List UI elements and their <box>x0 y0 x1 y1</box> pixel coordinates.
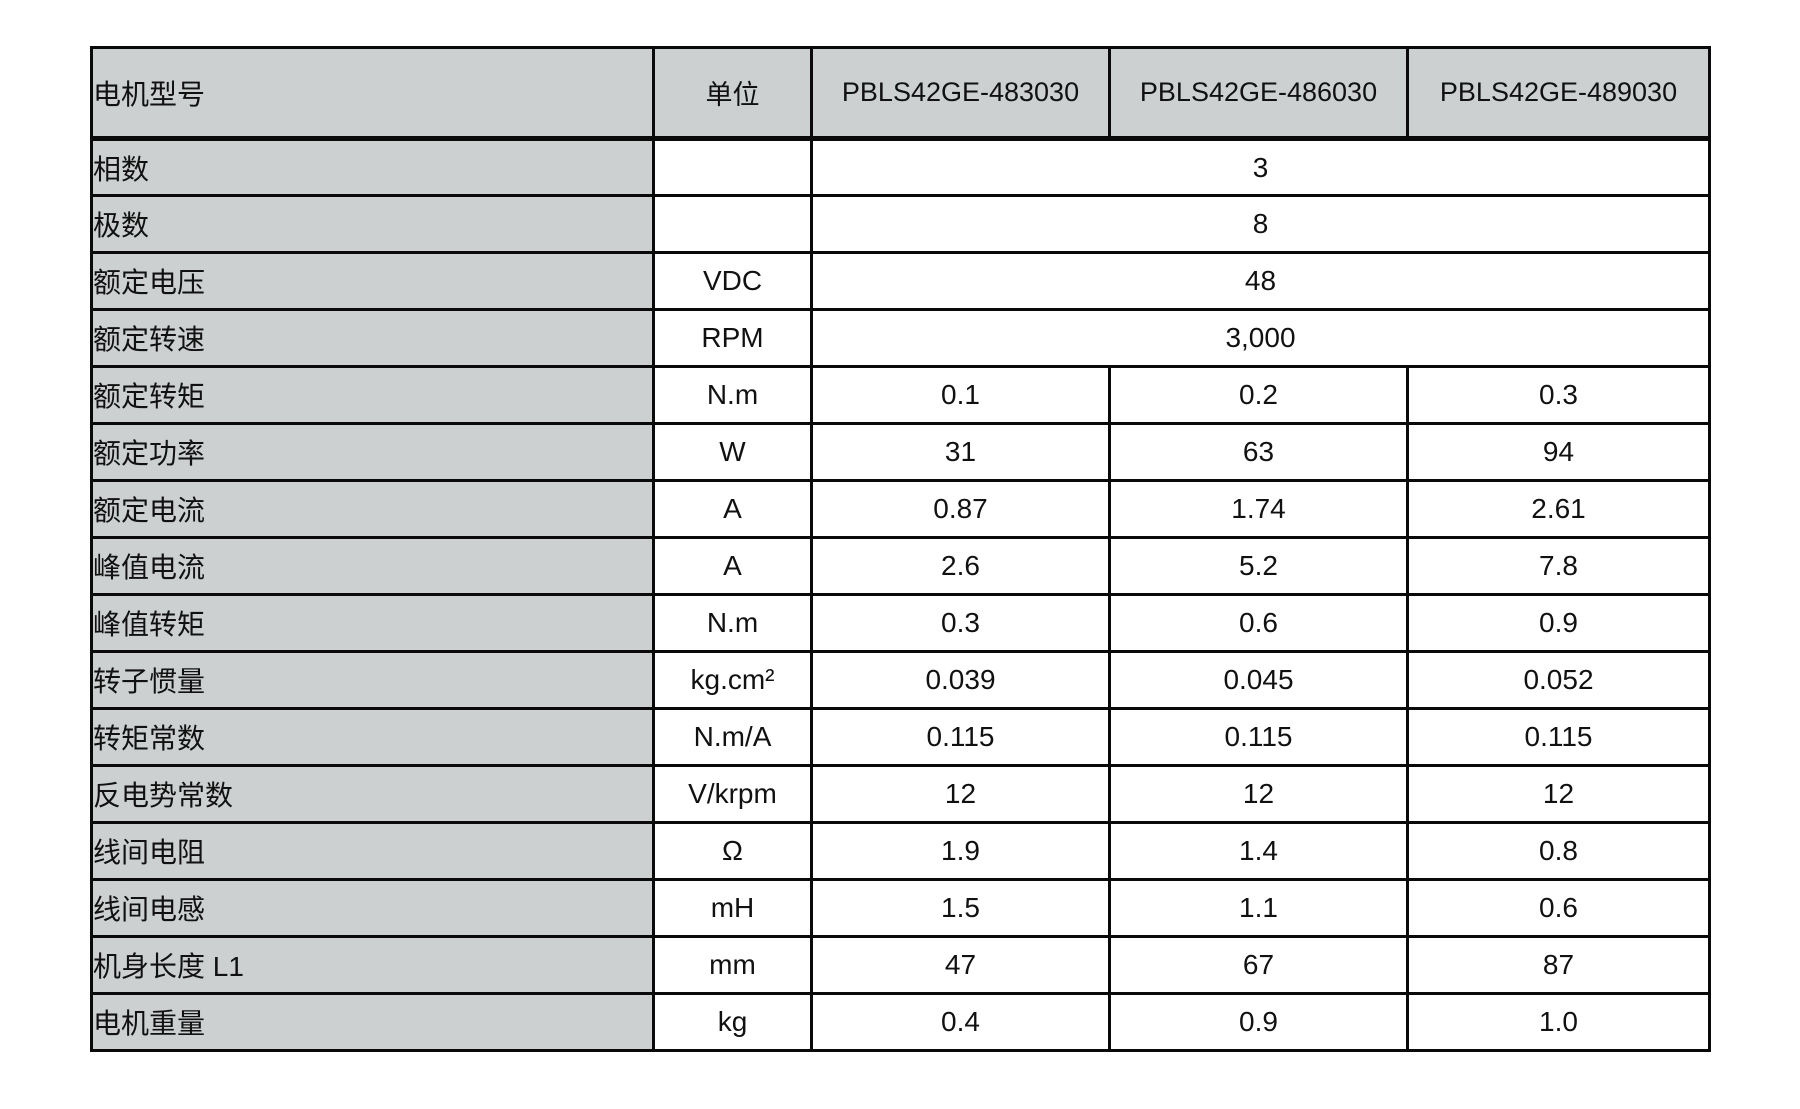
table-row-poles: 极数 8 <box>90 194 1711 254</box>
value-cell: 0.115 <box>810 707 1111 767</box>
value-cell: 1.9 <box>810 821 1111 881</box>
row-label-cell: 线间电感 <box>90 878 655 938</box>
unit-cell: N.m <box>652 593 813 653</box>
unit-cell: VDC <box>652 251 813 311</box>
table-row-back-emf-constant: 反电势常数 V/krpm 12 12 12 <box>90 764 1711 824</box>
value-cell: 12 <box>1108 764 1409 824</box>
value-cell: 5.2 <box>1108 536 1409 596</box>
value-cell: 87 <box>1406 935 1711 995</box>
merged-value-cell: 48 <box>810 251 1711 311</box>
table-row-peak-torque: 峰值转矩 N.m 0.3 0.6 0.9 <box>90 593 1711 653</box>
unit-cell: N.m <box>652 365 813 425</box>
value-cell: 0.052 <box>1406 650 1711 710</box>
value-cell: 0.3 <box>810 593 1111 653</box>
table-row-torque-constant: 转矩常数 N.m/A 0.115 0.115 0.115 <box>90 707 1711 767</box>
unit-cell: kg <box>652 992 813 1052</box>
row-label-cell: 转矩常数 <box>90 707 655 767</box>
value-cell: 0.115 <box>1406 707 1711 767</box>
unit-cell: A <box>652 479 813 539</box>
value-cell: 47 <box>810 935 1111 995</box>
table-row-rated-power: 额定功率 W 31 63 94 <box>90 422 1711 482</box>
row-label-cell: 相数 <box>90 137 655 197</box>
value-cell: 94 <box>1406 422 1711 482</box>
value-cell: 12 <box>810 764 1111 824</box>
table-row-rated-torque: 额定转矩 N.m 0.1 0.2 0.3 <box>90 365 1711 425</box>
row-label-cell: 线间电阻 <box>90 821 655 881</box>
row-label-cell: 电机重量 <box>90 992 655 1052</box>
row-label-cell: 峰值电流 <box>90 536 655 596</box>
value-cell: 1.0 <box>1406 992 1711 1052</box>
row-label-cell: 机身长度 L1 <box>90 935 655 995</box>
table-row-line-resistance: 线间电阻 Ω 1.9 1.4 0.8 <box>90 821 1711 881</box>
value-cell: 0.9 <box>1406 593 1711 653</box>
column-header-model-2: PBLS42GE-486030 <box>1108 46 1409 141</box>
value-cell: 0.87 <box>810 479 1111 539</box>
table-row-rotor-inertia: 转子惯量 kg.cm² 0.039 0.045 0.052 <box>90 650 1711 710</box>
value-cell: 1.74 <box>1108 479 1409 539</box>
header-unit-label: 单位 <box>652 46 813 141</box>
unit-cell: kg.cm² <box>652 650 813 710</box>
header-motor-model-label: 电机型号 <box>90 46 655 141</box>
value-cell: 0.4 <box>810 992 1111 1052</box>
unit-cell <box>652 194 813 254</box>
value-cell: 0.9 <box>1108 992 1409 1052</box>
value-cell: 0.115 <box>1108 707 1409 767</box>
value-cell: 31 <box>810 422 1111 482</box>
row-label-cell: 额定转速 <box>90 308 655 368</box>
value-cell: 7.8 <box>1406 536 1711 596</box>
value-cell: 2.6 <box>810 536 1111 596</box>
unit-cell: N.m/A <box>652 707 813 767</box>
unit-cell: mm <box>652 935 813 995</box>
merged-value-cell: 3,000 <box>810 308 1711 368</box>
unit-cell: Ω <box>652 821 813 881</box>
row-label-cell: 峰值转矩 <box>90 593 655 653</box>
value-cell: 0.045 <box>1108 650 1409 710</box>
table-row-body-length: 机身长度 L1 mm 47 67 87 <box>90 935 1711 995</box>
column-header-model-1: PBLS42GE-483030 <box>810 46 1111 141</box>
motor-spec-table: 电机型号 单位 PBLS42GE-483030 PBLS42GE-486030 … <box>90 46 1711 1052</box>
unit-cell <box>652 137 813 197</box>
table-row-motor-weight: 电机重量 kg 0.4 0.9 1.0 <box>90 992 1711 1052</box>
value-cell: 67 <box>1108 935 1409 995</box>
value-cell: 0.8 <box>1406 821 1711 881</box>
table-row-phases: 相数 3 <box>90 137 1711 197</box>
row-label-cell: 额定转矩 <box>90 365 655 425</box>
value-cell: 0.3 <box>1406 365 1711 425</box>
table-row-peak-current: 峰值电流 A 2.6 5.2 7.8 <box>90 536 1711 596</box>
row-label-cell: 反电势常数 <box>90 764 655 824</box>
unit-cell: mH <box>652 878 813 938</box>
value-cell: 0.6 <box>1108 593 1409 653</box>
value-cell: 1.1 <box>1108 878 1409 938</box>
value-cell: 0.2 <box>1108 365 1409 425</box>
value-cell: 1.5 <box>810 878 1111 938</box>
value-cell: 0.1 <box>810 365 1111 425</box>
row-label-cell: 额定电压 <box>90 251 655 311</box>
merged-value-cell: 8 <box>810 194 1711 254</box>
table-row-rated-voltage: 额定电压 VDC 48 <box>90 251 1711 311</box>
value-cell: 0.039 <box>810 650 1111 710</box>
row-label-cell: 转子惯量 <box>90 650 655 710</box>
unit-cell: A <box>652 536 813 596</box>
value-cell: 2.61 <box>1406 479 1711 539</box>
unit-cell: RPM <box>652 308 813 368</box>
header-row: 电机型号 单位 PBLS42GE-483030 PBLS42GE-486030 … <box>90 46 1711 141</box>
table-row-line-inductance: 线间电感 mH 1.5 1.1 0.6 <box>90 878 1711 938</box>
value-cell: 63 <box>1108 422 1409 482</box>
row-label-cell: 极数 <box>90 194 655 254</box>
merged-value-cell: 3 <box>810 137 1711 197</box>
value-cell: 12 <box>1406 764 1711 824</box>
unit-cell: V/krpm <box>652 764 813 824</box>
table-row-rated-speed: 额定转速 RPM 3,000 <box>90 308 1711 368</box>
value-cell: 0.6 <box>1406 878 1711 938</box>
unit-cell: W <box>652 422 813 482</box>
row-label-cell: 额定电流 <box>90 479 655 539</box>
row-label-cell: 额定功率 <box>90 422 655 482</box>
table-row-rated-current: 额定电流 A 0.87 1.74 2.61 <box>90 479 1711 539</box>
value-cell: 1.4 <box>1108 821 1409 881</box>
column-header-model-3: PBLS42GE-489030 <box>1406 46 1711 141</box>
